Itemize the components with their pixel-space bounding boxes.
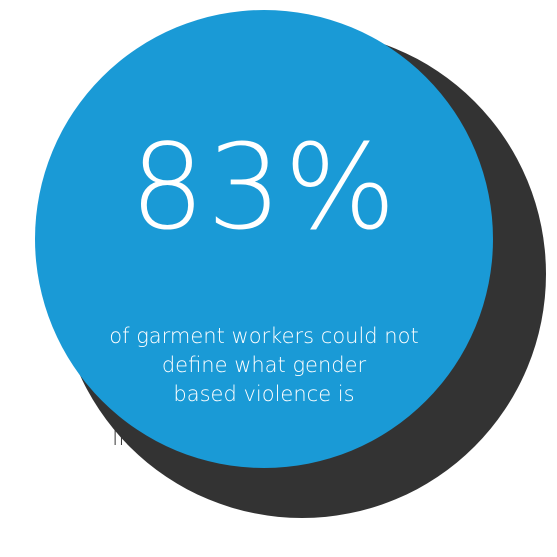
stat-caption: of garment workers could not define what… xyxy=(65,322,463,409)
statistic-circle: 83% of garment workers could not define … xyxy=(35,10,493,468)
stat-percentage: 83% xyxy=(129,118,399,256)
stat-caption-line: based violence is xyxy=(173,382,355,406)
stat-caption-line: of garment workers could not xyxy=(109,324,419,348)
stat-caption-line: define what gender xyxy=(161,353,367,377)
